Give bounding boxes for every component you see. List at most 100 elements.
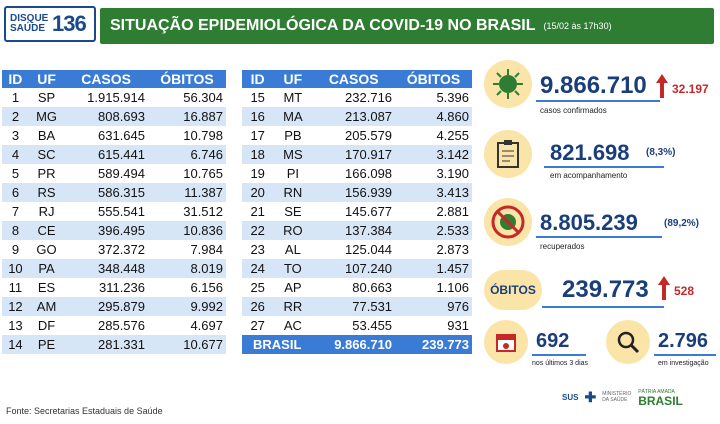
cell-obitos: 4.860	[395, 107, 472, 126]
cell-casos: 137.384	[312, 221, 396, 240]
brasil-tagline: PÁTRIA AMADA	[638, 389, 675, 395]
cell-casos: 396.495	[64, 221, 148, 240]
cell-uf: RJ	[38, 204, 55, 219]
cell-uf: SP	[37, 90, 56, 105]
cell-id: 19	[250, 166, 265, 181]
divider	[536, 100, 660, 102]
cell-casos: 80.663	[352, 280, 393, 295]
cell-casos: 166.098	[345, 166, 393, 181]
virus-crossed-icon	[484, 198, 532, 246]
title-bar: SITUAÇÃO EPIDEMIOLÓGICA DA COVID-19 NO B…	[100, 8, 714, 44]
cell-id: 8	[2, 221, 29, 240]
table-header-row: ID UF CASOS ÓBITOS	[242, 70, 472, 88]
cell-uf: ES	[37, 280, 56, 295]
states-table-left: ID UF CASOS ÓBITOS 1 SP 1.915.914 56.304 2 MG…	[2, 70, 226, 354]
arrow-up-icon	[658, 276, 670, 300]
cell-obitos: 6.156	[190, 280, 223, 295]
cell-casos: 145.677	[345, 204, 393, 219]
cell-obitos: 2.881	[436, 204, 469, 219]
summary-panel: 9.866.710 32.197 casos confirmados 821.6…	[478, 54, 720, 424]
cell-uf: PR	[37, 166, 56, 181]
cell-id: 23	[250, 242, 265, 257]
cell-id: 20	[242, 183, 274, 202]
logo-number: 136	[52, 11, 87, 36]
cell-casos: 808.693	[64, 107, 148, 126]
cell-casos: 53.455	[352, 318, 393, 333]
cell-obitos: 10.798	[183, 128, 223, 143]
calendar-icon	[484, 320, 528, 364]
cell-casos: 77.531	[312, 297, 396, 316]
table-row: 20 RN 156.939 3.413	[242, 183, 472, 202]
cell-obitos: 5.396	[436, 90, 469, 105]
sus-logo: SUS	[562, 392, 579, 402]
confirmados-value: 9.866.710	[540, 72, 647, 99]
cell-casos: 372.372	[98, 242, 145, 257]
cell-id: 5	[11, 166, 20, 181]
cell-uf: MG	[28, 107, 65, 126]
ultimos-value: 692	[536, 330, 570, 352]
col-obitos: ÓBITOS	[395, 70, 472, 88]
plus-icon: ✚	[584, 388, 597, 405]
cell-casos: 281.331	[64, 335, 148, 354]
table-row: 14 PE 281.331 10.677	[2, 335, 226, 354]
divider	[654, 354, 716, 356]
states-table-right: ID UF CASOS ÓBITOS 15 MT 232.716 5.396 16 MA 2…	[242, 70, 472, 354]
cell-uf: CE	[28, 221, 65, 240]
cell-obitos: 7.984	[190, 242, 223, 257]
cell-casos: 586.315	[64, 183, 148, 202]
table-row: 23 AL 125.044 2.873	[242, 240, 472, 259]
table-row: 22 RO 137.384 2.533	[242, 221, 472, 240]
table-row: 13 DF 285.576 4.697	[2, 316, 226, 335]
cell-id: 7	[11, 204, 20, 219]
table-row: 24 TO 107.240 1.457	[242, 259, 472, 278]
cell-id: 21	[250, 204, 265, 219]
cell-obitos: 3.190	[436, 166, 469, 181]
table-row: 21 SE 145.677 2.881	[242, 202, 472, 221]
cell-casos: 170.917	[312, 145, 396, 164]
table-row: 16 MA 213.087 4.860	[242, 107, 472, 126]
cell-casos: 295.879	[64, 297, 148, 316]
cell-casos: 285.576	[98, 318, 145, 333]
cell-uf: GO	[36, 242, 57, 257]
cell-casos: 232.716	[345, 90, 393, 105]
cell-casos: 107.240	[312, 259, 396, 278]
table-row: 25 AP 80.663 1.106	[242, 278, 472, 297]
cell-id: 10	[2, 259, 29, 278]
cell-obitos: 1.457	[395, 259, 472, 278]
col-casos: CASOS	[64, 70, 148, 88]
cell-id: 12	[2, 297, 29, 316]
recuperados-label: recuperados	[540, 242, 585, 251]
col-uf: UF	[273, 70, 313, 88]
cell-uf: AP	[284, 280, 302, 295]
table-row: 2 MG 808.693 16.887	[2, 107, 226, 126]
cell-obitos: 10.677	[148, 335, 226, 354]
table-row: 18 MS 170.917 3.142	[242, 145, 472, 164]
table-row: 11 ES 311.236 6.156	[2, 278, 226, 297]
cell-obitos: 2.533	[395, 221, 472, 240]
cell-uf: RS	[28, 183, 65, 202]
table-row: 3 BA 631.645 10.798	[2, 126, 226, 145]
cell-id: 22	[242, 221, 274, 240]
cell-casos: 125.044	[345, 242, 393, 257]
cell-uf: MA	[273, 107, 313, 126]
cell-obitos: 931	[447, 318, 469, 333]
acompanhamento-value: 821.698	[550, 140, 630, 165]
cell-id: 27	[250, 318, 265, 333]
divider	[536, 236, 662, 238]
obitos-value: 239.773	[562, 276, 649, 303]
table-row: 6 RS 586.315 11.387	[2, 183, 226, 202]
col-uf: UF	[28, 70, 65, 88]
cell-uf: BA	[37, 128, 56, 143]
cell-id: 1	[11, 90, 20, 105]
magnifier-icon	[606, 320, 650, 364]
cell-obitos: 8.019	[148, 259, 226, 278]
source-note: Fonte: Secretarias Estaduais de Saúde	[6, 406, 163, 416]
cell-id: 16	[242, 107, 274, 126]
cell-uf: PB	[284, 128, 302, 143]
table-row: 27 AC 53.455 931	[242, 316, 472, 335]
cell-id: 26	[242, 297, 274, 316]
cell-id: 24	[242, 259, 274, 278]
col-id: ID	[242, 70, 274, 88]
divider	[542, 306, 664, 308]
recuperados-pct: (89,2%)	[664, 218, 700, 229]
